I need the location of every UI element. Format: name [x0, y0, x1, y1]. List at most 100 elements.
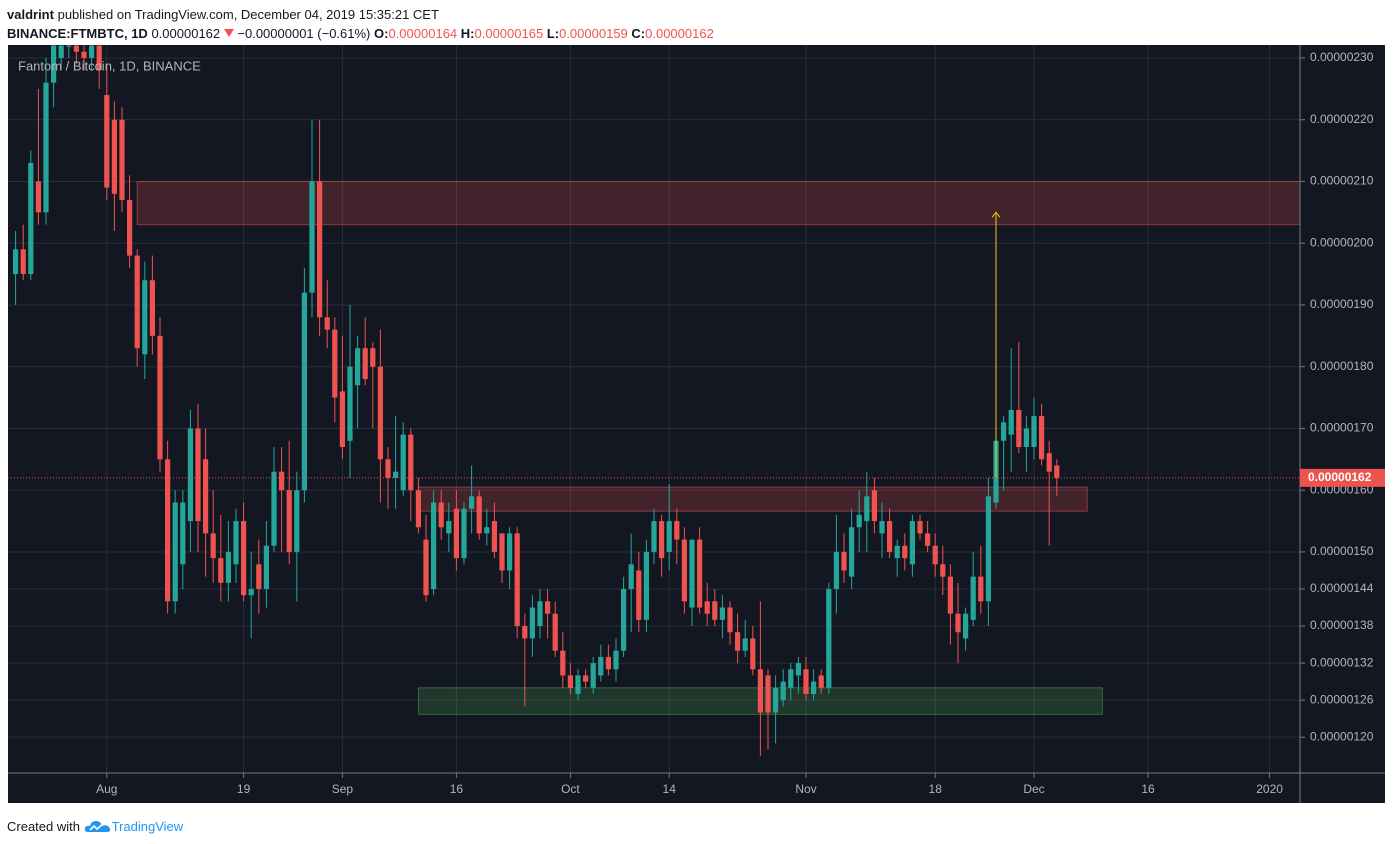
x-tick-label: Dec	[1023, 782, 1044, 796]
ohlc-label: L:	[546, 26, 560, 41]
ohlc-label: C:	[631, 26, 646, 41]
candle-body	[529, 607, 535, 639]
candle-body	[35, 181, 41, 213]
candle-body	[111, 119, 117, 194]
candle-body	[241, 521, 247, 596]
candle-body	[225, 551, 231, 583]
candle-body	[697, 539, 703, 608]
candle-body	[66, 45, 72, 47]
x-tick-label: Sep	[332, 782, 354, 796]
candle-body	[757, 669, 763, 713]
candle-body	[1039, 416, 1045, 460]
last-price-box	[1300, 468, 1385, 487]
candle-body	[408, 434, 414, 491]
candle-body	[187, 428, 193, 522]
x-tick-label: Oct	[561, 782, 580, 796]
candle-body	[894, 545, 900, 559]
x-tick-label: 14	[663, 782, 677, 796]
candle-body	[727, 607, 733, 633]
y-tick-label: 0.00000144	[1310, 581, 1374, 595]
candle-body	[864, 496, 870, 522]
candle-body	[294, 490, 300, 552]
y-tick-label: 0.00000200	[1310, 235, 1374, 249]
candle-body	[841, 551, 847, 571]
candle-body	[947, 576, 953, 614]
candle-body	[909, 521, 915, 565]
candle-body	[1016, 409, 1022, 447]
candle-body	[803, 669, 809, 694]
price: 0.00000162	[151, 26, 221, 41]
candle-body	[431, 502, 437, 589]
candle-body	[309, 181, 315, 293]
candle-body	[393, 471, 399, 478]
ohlc-label: O:	[374, 26, 389, 41]
candle-body	[195, 428, 201, 522]
y-tick-label: 0.00000180	[1310, 359, 1374, 373]
candle-body	[659, 521, 665, 559]
candle-body	[598, 656, 604, 676]
candle-body	[955, 613, 961, 633]
x-tick-label: 16	[450, 782, 464, 796]
axes: 0.00000230 0.00000220 0.00000210 0.00000200…	[96, 50, 1385, 796]
candle-body	[811, 681, 817, 694]
candle-body	[438, 502, 444, 528]
last-price-label: 0.00000162	[1308, 470, 1372, 484]
ohlc: O:0.00000164 H:0.00000165 L:0.00000159 C…	[370, 26, 714, 41]
x-tick-label: Aug	[96, 782, 117, 796]
candle-body	[28, 162, 34, 275]
candle-body	[423, 539, 429, 596]
candle-body	[742, 638, 748, 651]
x-tick-label: 18	[929, 782, 943, 796]
candle-body	[203, 459, 209, 534]
published: published on TradingView.com, December 0…	[57, 7, 439, 22]
candle-body	[773, 687, 779, 713]
candle-body	[469, 496, 475, 509]
candle-body	[621, 588, 627, 651]
y-tick-label: 0.00000190	[1310, 297, 1374, 311]
candle-body	[271, 471, 277, 546]
ohlc-label: H:	[460, 26, 475, 41]
candle-body	[51, 45, 57, 83]
candle-body	[613, 650, 619, 670]
candle-body	[735, 632, 741, 651]
y-tick-label: 0.00000132	[1310, 655, 1374, 669]
tradingview-logo	[84, 821, 110, 832]
candle-body	[142, 280, 148, 355]
candle-body	[507, 533, 513, 571]
candle-body	[89, 45, 95, 58]
candle-body	[491, 521, 497, 552]
candle-body	[704, 601, 710, 614]
candle-body	[149, 280, 155, 336]
candle-body	[13, 249, 19, 275]
ohlc-value: 0.00000162	[645, 26, 714, 41]
y-tick-label: 0.00000220	[1310, 112, 1374, 126]
candle-body	[925, 533, 931, 546]
candle-body	[719, 607, 725, 620]
candle-body	[324, 317, 330, 330]
candle-body	[1046, 453, 1052, 472]
candle-body	[818, 675, 824, 688]
candle-body	[347, 366, 353, 441]
candle-body	[750, 638, 756, 670]
candle-body	[887, 521, 893, 552]
y-tick-label: 0.00000138	[1310, 618, 1374, 632]
candle-body	[575, 675, 581, 694]
candle-body	[545, 601, 551, 614]
header-line-2: BINANCE:FTMBTC, 1D 0.00000162 −0.0000000…	[7, 26, 714, 41]
candle-body	[978, 576, 984, 602]
chart-title: Fantom / Bitcoin, 1D, BINANCE	[18, 58, 201, 73]
candle-body	[780, 681, 786, 701]
candle-body	[180, 502, 186, 565]
candle-body	[985, 496, 991, 602]
y-tick-label: 0.00000210	[1310, 174, 1374, 188]
x-tick-label: 19	[237, 782, 251, 796]
candle-body	[849, 527, 855, 577]
candle-body	[332, 329, 338, 398]
candle-body	[461, 508, 467, 559]
candle-body	[370, 348, 376, 367]
candle-body	[127, 199, 133, 256]
candle-body	[674, 521, 680, 540]
candle-body	[157, 335, 163, 460]
chart-background	[8, 45, 1385, 803]
